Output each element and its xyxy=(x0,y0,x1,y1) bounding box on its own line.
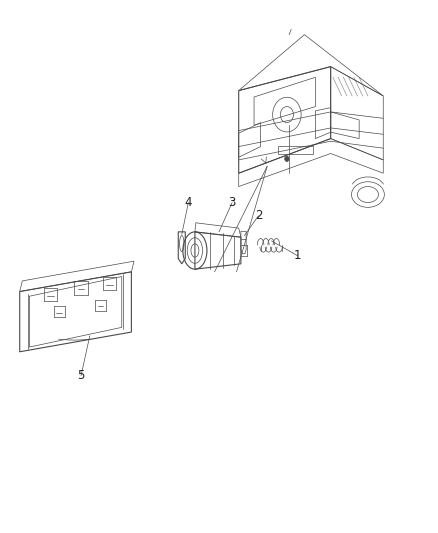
Text: 5: 5 xyxy=(78,369,85,382)
Text: 1: 1 xyxy=(294,249,302,262)
Bar xyxy=(278,146,313,154)
Ellipse shape xyxy=(285,156,289,161)
Text: 4: 4 xyxy=(184,196,192,209)
Text: 3: 3 xyxy=(229,196,236,209)
Text: 2: 2 xyxy=(254,209,262,222)
